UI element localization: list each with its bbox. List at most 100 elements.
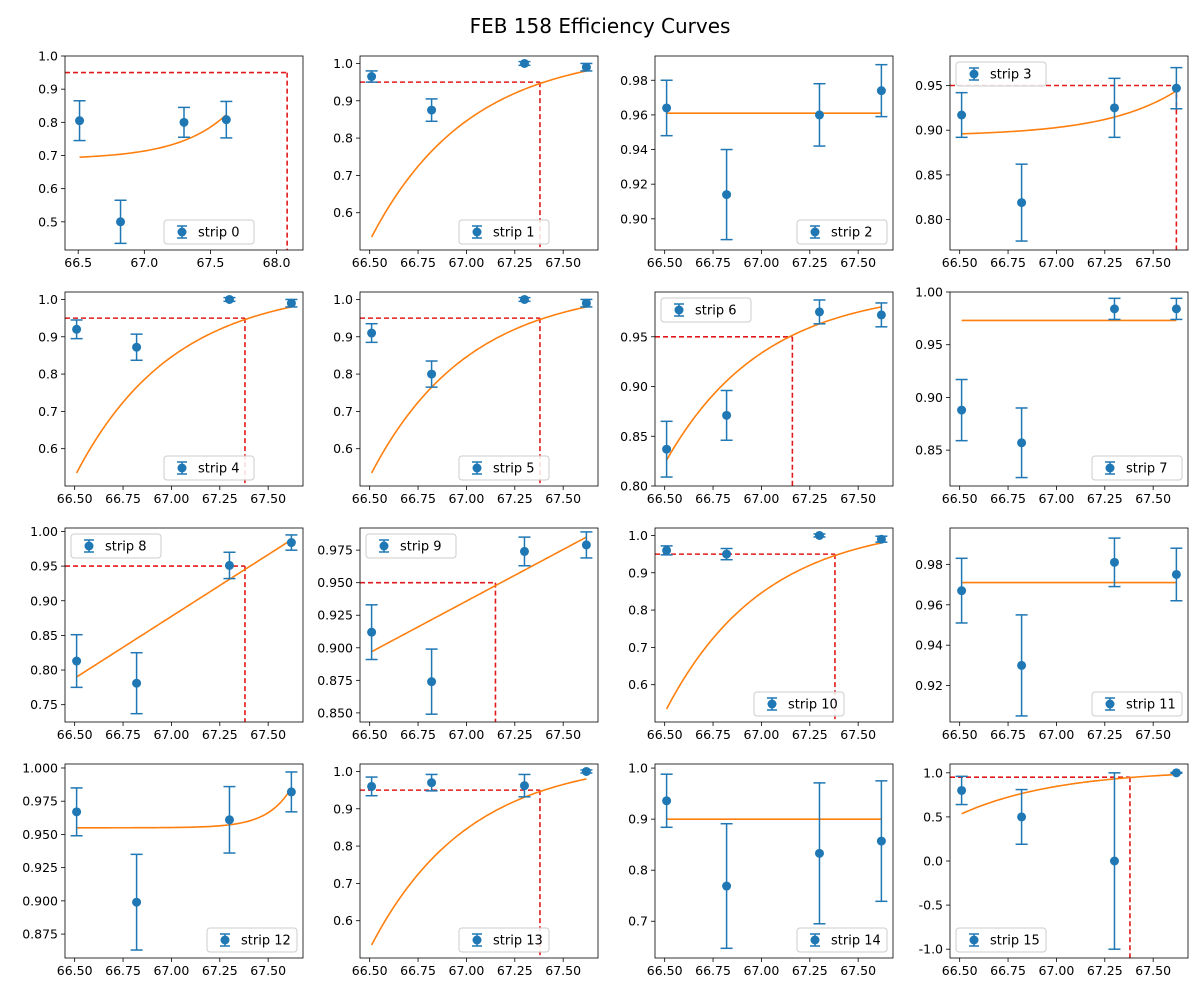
y-tick-label: 1.0 xyxy=(333,56,353,71)
data-point xyxy=(132,342,142,352)
fit-curve xyxy=(370,70,587,238)
y-tick-label: 0.94 xyxy=(620,142,648,157)
legend: strip 14 xyxy=(796,927,888,953)
x-tick-label: 66.50 xyxy=(647,255,683,270)
x-tick-label: 67.50 xyxy=(1135,255,1171,270)
y-tick-label: 0.8 xyxy=(333,839,353,854)
fit-curve xyxy=(370,778,587,946)
y-tick-label: 0.925 xyxy=(22,860,58,875)
legend-label: strip 11 xyxy=(1126,698,1176,713)
x-tick-label: 67.50 xyxy=(1135,491,1171,506)
y-tick-label: 0.9 xyxy=(628,812,648,827)
legend-marker-point xyxy=(472,935,482,945)
y-tick-label: 0.6 xyxy=(333,441,353,456)
x-tick-label: 67.25 xyxy=(497,491,533,506)
x-tick-label: 67.00 xyxy=(154,963,190,978)
x-tick-label: 67.00 xyxy=(744,727,780,742)
fit-curve xyxy=(961,90,1177,135)
y-tick-label: 0.95 xyxy=(915,337,943,352)
y-tick-label: 0.85 xyxy=(30,628,58,643)
data-point xyxy=(581,540,591,550)
x-tick-label: 67.50 xyxy=(545,963,581,978)
y-tick-label: 0.98 xyxy=(620,73,648,88)
x-tick-label: 66.75 xyxy=(695,255,731,270)
axes-frame xyxy=(654,763,894,959)
axes-frame xyxy=(949,763,1189,959)
data-point xyxy=(957,405,967,415)
legend-marker-point xyxy=(177,227,187,237)
x-tick-label: 67.25 xyxy=(202,491,238,506)
x-tick-label: 66.75 xyxy=(105,727,141,742)
x-tick-label: 66.75 xyxy=(695,727,731,742)
axes-frame xyxy=(654,55,894,251)
y-tick-label: 0.75 xyxy=(30,697,58,712)
data-point xyxy=(957,785,967,795)
y-tick-label: -0.5 xyxy=(919,898,943,913)
x-tick-label: 67.50 xyxy=(840,255,876,270)
y-tick-label: 0.95 xyxy=(620,329,648,344)
legend-label: strip 12 xyxy=(241,934,291,949)
data-point xyxy=(662,796,672,806)
x-tick-label: 66.75 xyxy=(990,963,1026,978)
x-tick-label: 67.50 xyxy=(545,255,581,270)
subplot-strip-5: 66.50 66.75 67.00 67.25 67.50 0.6 0.7 0.8 0.9 1.0… xyxy=(333,291,599,506)
legend: strip 15 xyxy=(955,927,1047,953)
y-tick-label: 0.6 xyxy=(38,181,58,196)
data-point xyxy=(1109,103,1119,113)
plot-area xyxy=(955,537,1183,717)
x-tick-label: 67.00 xyxy=(154,491,190,506)
y-tick-label: 1.0 xyxy=(38,49,58,64)
x-tick-label: 67.5 xyxy=(197,255,225,270)
legend-marker-point xyxy=(969,935,979,945)
plot-area xyxy=(360,531,593,722)
x-tick-label: 66.50 xyxy=(352,491,388,506)
x-tick-label: 67.50 xyxy=(840,491,876,506)
y-tick-label: 0.7 xyxy=(333,168,353,183)
y-tick-label: 0.80 xyxy=(620,479,648,494)
subplot-strip-13: 66.50 66.75 67.00 67.25 67.50 0.6 0.7 0.8 0.9 1.0… xyxy=(333,763,599,978)
y-tick-label: 0.8 xyxy=(333,367,353,382)
data-point xyxy=(1171,304,1181,314)
fit-curve xyxy=(79,114,227,158)
x-tick-label: 67.00 xyxy=(1039,727,1075,742)
data-point xyxy=(367,328,377,338)
y-tick-label: 0.9 xyxy=(333,329,353,344)
y-tick-label: 0.7 xyxy=(628,640,648,655)
data-point xyxy=(224,815,234,825)
legend-label: strip 7 xyxy=(1126,462,1167,477)
plot-area xyxy=(655,530,888,722)
y-tick-label: 0.9 xyxy=(38,82,58,97)
legend-marker-point xyxy=(84,541,94,551)
legend-marker-point xyxy=(177,463,187,473)
axes-frame xyxy=(64,55,304,251)
y-tick-label: 0.6 xyxy=(333,205,353,220)
data-point xyxy=(1109,856,1119,866)
legend: strip 3 xyxy=(955,61,1047,87)
x-tick-label: 66.5 xyxy=(64,255,92,270)
legend-label: strip 4 xyxy=(198,462,239,477)
y-tick-label: 0.95 xyxy=(30,559,58,574)
data-point xyxy=(876,310,886,320)
x-tick-label: 66.75 xyxy=(695,491,731,506)
data-point xyxy=(722,881,732,891)
data-point xyxy=(722,410,732,420)
x-tick-label: 67.00 xyxy=(154,727,190,742)
y-tick-label: 0.6 xyxy=(38,441,58,456)
data-point xyxy=(75,116,85,126)
data-point xyxy=(1017,660,1027,670)
x-tick-label: 67.25 xyxy=(1087,963,1123,978)
x-tick-label: 67.25 xyxy=(202,727,238,742)
x-tick-label: 67.50 xyxy=(250,963,286,978)
fit-curve xyxy=(76,787,293,829)
data-point xyxy=(1171,83,1181,93)
data-point xyxy=(957,110,967,120)
legend-marker-point xyxy=(674,305,684,315)
axes-frame xyxy=(359,763,599,959)
plot-area xyxy=(65,71,288,250)
axes-frame xyxy=(654,527,894,723)
axes-frame xyxy=(64,763,304,959)
data-point xyxy=(221,115,231,125)
legend-label: strip 2 xyxy=(831,226,872,241)
subplot-strip-8: 66.50 66.75 67.00 67.25 67.50 0.75 0.80 0.85 0.9… xyxy=(30,524,304,742)
data-point xyxy=(1017,812,1027,822)
